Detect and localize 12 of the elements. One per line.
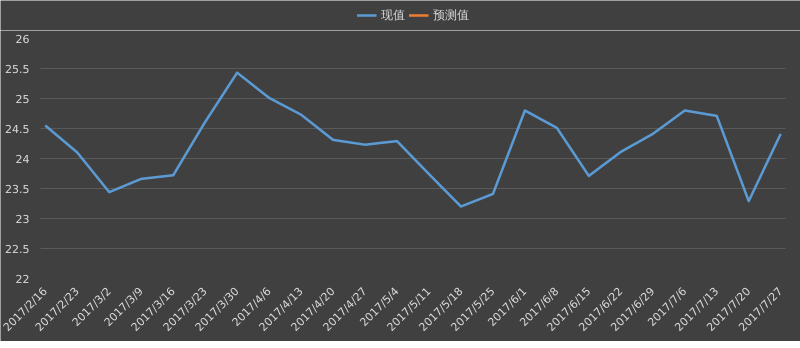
y-tick-label: 24 — [16, 153, 30, 166]
line-series — [44, 71, 782, 208]
y-tick-label: 23.5 — [5, 183, 30, 196]
y-tick-label: 22.5 — [5, 243, 30, 256]
y-tick-label: 23 — [16, 213, 30, 226]
y-tick-label: 26 — [16, 33, 30, 46]
y-tick-label: 24.5 — [5, 123, 30, 136]
y-tick-label: 22 — [16, 273, 30, 286]
legend-label: 现值 — [381, 6, 405, 24]
y-tick-label: 25 — [16, 93, 30, 106]
y-tick-label: 25.5 — [5, 63, 30, 76]
legend-label: 预测值 — [433, 6, 469, 24]
